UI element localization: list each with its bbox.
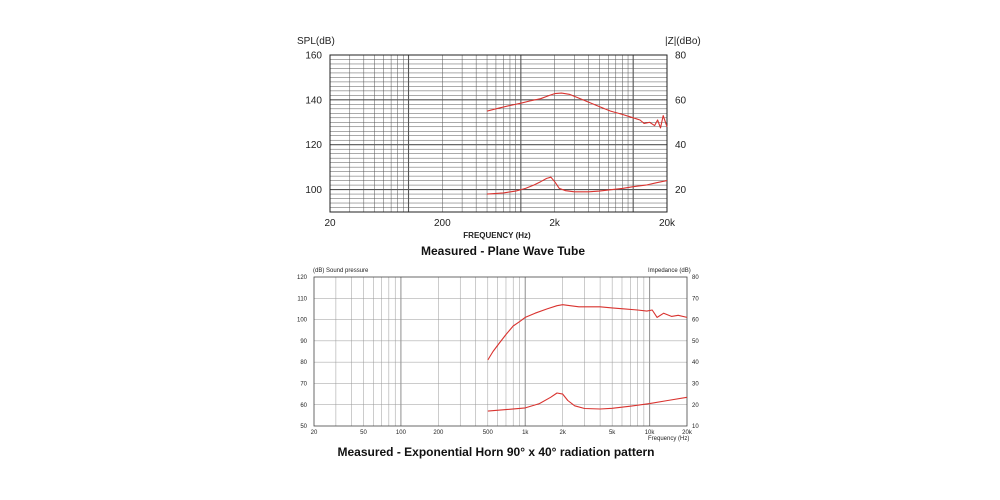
top-x-axis-label: FREQUENCY (Hz): [463, 231, 531, 240]
top-chart-caption: Measured - Plane Wave Tube: [421, 244, 585, 258]
bottom-y-tick-label: 120: [297, 275, 308, 281]
top-y2-tick-label: 40: [675, 140, 687, 151]
bottom-grid: [314, 277, 687, 426]
bottom-y-tick-label: 50: [300, 424, 307, 430]
top-y-tick-label: 160: [305, 51, 322, 62]
bottom-x-tick-label: 20: [311, 430, 318, 436]
bottom-spl-curve: [487, 304, 688, 361]
top-plot-frame: [329, 54, 668, 213]
bottom-tick-labels: 20 50 100 200 500 1k 2k 5k 10k 20k 50 60 70 80 90 100 11…: [297, 275, 699, 436]
bottom-impedance-curve: [487, 392, 688, 412]
plane-wave-tube-chart: SPL(dB) |Z|(dBo) 20 200 2k 20k1001201401602…: [297, 36, 701, 258]
bottom-y2-tick-label: 30: [692, 382, 699, 388]
top-y-tick-label: 140: [305, 95, 322, 106]
bottom-y2-tick-label: 60: [692, 318, 699, 324]
bottom-x-tick-label: 20k: [682, 430, 693, 436]
bottom-y-tick-label: 110: [297, 296, 307, 302]
bottom-x-tick-label: 200: [433, 430, 444, 436]
bottom-y2-tick-label: 50: [692, 339, 699, 345]
bottom-y-axis-label: (dB) Sound pressure: [313, 268, 369, 274]
bottom-x-tick-label: 100: [396, 430, 407, 436]
bottom-y2-tick-label: 80: [692, 275, 699, 281]
top-x-tick-label: 2k: [549, 218, 561, 229]
top-x-tick-label: 20: [324, 218, 336, 229]
top-grid: [330, 55, 667, 212]
top-y-axis-label: SPL(dB): [297, 36, 335, 47]
bottom-plot-frame: [313, 276, 688, 427]
bottom-x-tick-label: 10k: [645, 430, 656, 436]
top-y2-tick-label: 60: [675, 95, 687, 106]
bottom-x-tick-label: 50: [360, 430, 367, 436]
bottom-x-tick-label: 1k: [522, 430, 529, 436]
top-y-tick-label: 100: [305, 185, 322, 196]
bottom-x-tick-label: 2k: [559, 430, 566, 436]
top-tick-labels: 20 200 2k 20k 100 120 140 160 20 40 60 80: [305, 51, 686, 230]
bottom-y2-tick-label: 10: [692, 424, 699, 430]
bottom-chart-caption: Measured - Exponential Horn 90° x 40° ra…: [337, 445, 654, 459]
top-y2-tick-label: 20: [675, 185, 687, 196]
bottom-y-tick-label: 60: [300, 403, 307, 409]
bottom-y2-tick-label: 20: [692, 403, 699, 409]
bottom-x-axis-label: Frequency (Hz): [648, 436, 689, 442]
top-y2-axis-label: |Z|(dBo): [665, 36, 701, 47]
exponential-horn-chart: (dB) Sound pressure Impedance (dB) 20 50 1…: [297, 268, 699, 459]
bottom-x-tick-label: 500: [483, 430, 494, 436]
bottom-y-tick-label: 100: [297, 318, 308, 324]
top-y-tick-label: 120: [305, 140, 322, 151]
top-impedance-curve: [486, 176, 668, 195]
bottom-y2-axis-label: Impedance (dB): [648, 268, 691, 274]
bottom-y2-tick-label: 70: [692, 296, 699, 302]
bottom-series: [487, 304, 688, 412]
bottom-y2-tick-label: 40: [692, 360, 699, 366]
bottom-y-tick-label: 90: [300, 339, 307, 345]
top-x-tick-label: 20k: [659, 218, 676, 229]
top-x-tick-label: 200: [434, 218, 451, 229]
bottom-y-tick-label: 70: [300, 382, 307, 388]
bottom-y-tick-label: 80: [300, 360, 307, 366]
top-spl-curve: [486, 92, 668, 129]
top-series: [486, 92, 668, 195]
top-y2-tick-label: 80: [675, 51, 687, 62]
bottom-x-tick-label: 5k: [609, 430, 616, 436]
